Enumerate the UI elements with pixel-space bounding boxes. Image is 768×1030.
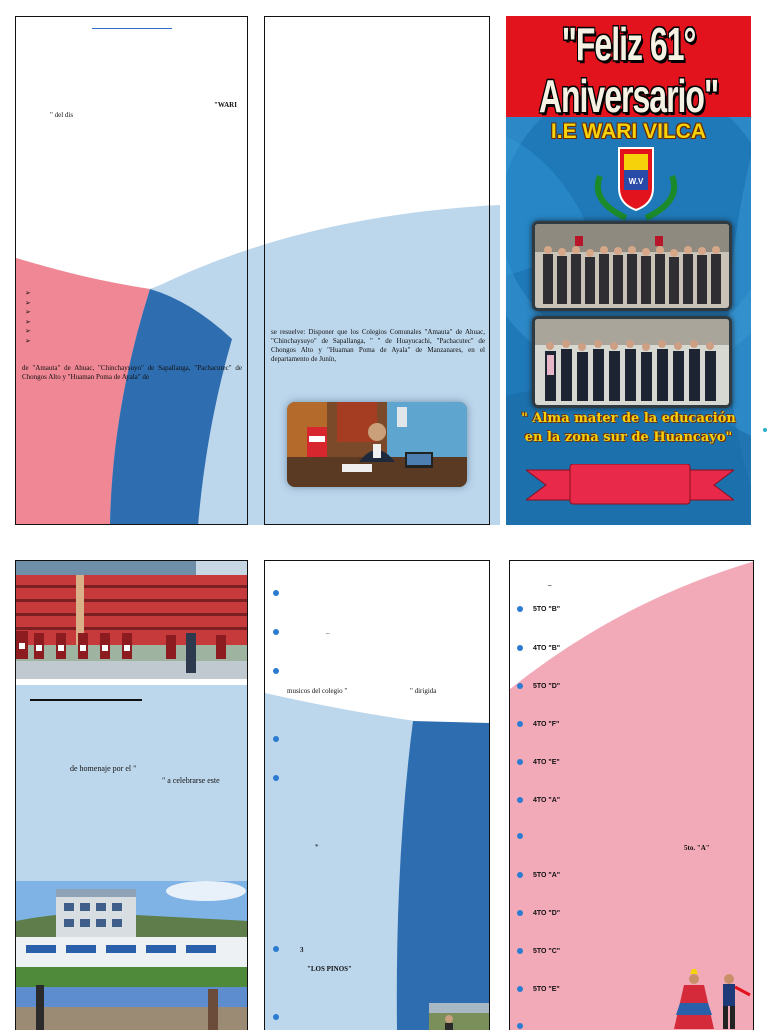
panel-left-bottom: de homenaje por el " " a celebrarse este — [15, 560, 248, 1030]
grade-item: 4TO "F" — [533, 721, 560, 728]
bullet-dot — [517, 833, 523, 839]
bullet-dot — [273, 736, 279, 742]
grade-mid-text: 5to. "A" — [684, 844, 710, 852]
dash-mark: – — [548, 581, 552, 589]
bullet-arrow: ➢ — [25, 327, 31, 335]
bullet-arrow: ➢ — [25, 298, 31, 307]
white-divider — [16, 679, 247, 685]
grade-item: 4TO "E" — [533, 759, 560, 766]
los-pinos-text: "LOS PINOS" — [307, 965, 352, 973]
bullet-dot — [273, 629, 279, 635]
bullet-dot — [273, 775, 279, 781]
heading-underline — [30, 699, 142, 701]
bullet-dot — [517, 986, 523, 992]
office-photo — [287, 402, 467, 487]
staff-group-photo-1 — [532, 221, 732, 311]
ribbon-banner — [526, 464, 734, 505]
bullet-arrow: ➢ — [25, 289, 31, 297]
grade-item: 4TO "D" — [533, 910, 561, 917]
grade-item: 5TO "E" — [533, 986, 560, 993]
panel-right-bottom: – 5TO "B" 4TO "B" 5TO "D" 4TO "F" 4TO "E… — [509, 560, 754, 1030]
bullet-dot — [273, 1014, 279, 1020]
school-crest-icon: W.V — [594, 147, 678, 221]
bullet-arrow: ➢ — [25, 317, 31, 326]
panel6-background — [510, 561, 753, 1030]
dirigida-text: " dirigida — [410, 687, 437, 695]
bullet-dot — [517, 683, 523, 689]
stadium-band-image — [16, 561, 247, 679]
staff-photo-1-image — [535, 224, 729, 308]
school-building-photo — [16, 881, 247, 1030]
bullet-dot — [273, 668, 279, 674]
bullet-dot — [517, 948, 523, 954]
panel-middle-top: se resuelve: Disponer que los Colegios C… — [264, 16, 490, 525]
cover-title: "Feliz 61° Aniversario" — [538, 17, 719, 123]
musicos-text: musicos del colegio " — [287, 687, 348, 695]
wari-fragment: "WARI — [214, 101, 237, 109]
bullet-list: ➢ ➢ ➢ ➢ ➢ ➢ — [25, 289, 31, 346]
grade-item: 5TO "A" — [533, 872, 561, 879]
resolution-paragraph: se resuelve: Disponer que los Colegios C… — [271, 328, 485, 363]
bullet-dot — [517, 759, 523, 765]
number-three: 3 — [300, 946, 304, 954]
panel-left-top: "WARI " del dis ➢ ➢ ➢ ➢ ➢ ➢ de "Amauta" … — [15, 16, 248, 525]
cover-edge-dot — [763, 428, 767, 432]
bullet-dot — [273, 946, 279, 952]
bullet-dot — [517, 645, 523, 651]
bullet-dot — [517, 910, 523, 916]
crest-text: W.V — [629, 177, 644, 186]
star-mark: * — [315, 843, 319, 851]
small-photo — [429, 1003, 489, 1030]
cover-panel: "Feliz 61° Aniversario" I.E WARI VILCA W… — [506, 16, 751, 525]
grade-item: 4TO "B" — [533, 645, 561, 652]
panel5-background — [265, 693, 489, 1030]
del-dis-text: " del dis — [50, 111, 74, 119]
school-building-image — [16, 881, 247, 1030]
bullet-dot — [273, 590, 279, 596]
cover-motto: " Alma mater de la educación en la zona … — [521, 411, 736, 445]
grade-item: 4TO "A" — [533, 797, 561, 804]
grade-item: 5TO "D" — [533, 683, 561, 690]
bullet-dot — [517, 872, 523, 878]
bullet-dot — [517, 721, 523, 727]
dash-mark: – — [326, 629, 330, 637]
top-link-line — [92, 28, 172, 29]
bullet-arrow: ➢ — [25, 308, 31, 316]
school-name: I.E WARI VILCA — [550, 120, 707, 143]
grade-item: 5TO "B" — [533, 606, 561, 613]
bullet-dot — [517, 797, 523, 803]
stadium-band-photo — [16, 561, 247, 679]
celebrarse-text: " a celebrarse este — [162, 776, 220, 785]
bullet-arrow: ➢ — [25, 336, 31, 345]
staff-group-photo-2 — [532, 316, 732, 408]
panel1-background — [16, 257, 247, 524]
staff-photo-2-image — [535, 319, 729, 405]
homenaje-text: de homenaje por el " — [70, 764, 137, 773]
dancers-illustration — [674, 969, 751, 1029]
small-photo-image — [429, 1003, 489, 1030]
panel-middle-bottom: – musicos del colegio " " dirigida * 3 "… — [264, 560, 490, 1030]
office-photo-image — [287, 402, 467, 487]
colegios-paragraph: de "Amauta" de Ahuac, "Chinchaysuyo" de … — [22, 364, 242, 381]
grade-item: 5TO "C" — [533, 948, 561, 955]
cover-title-band — [506, 16, 751, 117]
bullet-dot — [517, 606, 523, 612]
